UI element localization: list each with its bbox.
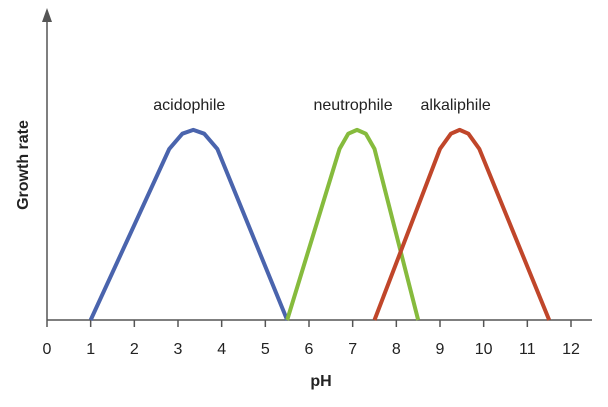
x-tick-label: 1 [86, 341, 95, 358]
x-tick-label: 10 [475, 341, 493, 358]
x-tick-label: 11 [519, 341, 536, 358]
x-tick-label: 9 [436, 341, 445, 358]
curve [285, 127, 421, 321]
curve [372, 127, 552, 321]
x-tick-label: 4 [217, 341, 226, 358]
x-tick-label: 8 [392, 341, 401, 358]
x-tick-label: 7 [348, 341, 357, 358]
x-tick-label: 2 [130, 341, 139, 358]
x-tick-label: 6 [305, 341, 314, 358]
curve-label: neutrophile [313, 97, 392, 114]
curve-label: alkaliphile [421, 97, 491, 114]
curve [88, 127, 290, 321]
x-tick-label: 5 [261, 341, 270, 358]
y-axis-arrow [42, 8, 52, 22]
x-tick-label: 12 [562, 341, 580, 358]
curve-label: acidophile [153, 97, 225, 114]
x-axis-label: pH [310, 373, 331, 390]
y-axis-label: Growth rate [15, 120, 32, 210]
x-tick-label: 0 [43, 341, 52, 358]
x-tick-label: 3 [174, 341, 183, 358]
